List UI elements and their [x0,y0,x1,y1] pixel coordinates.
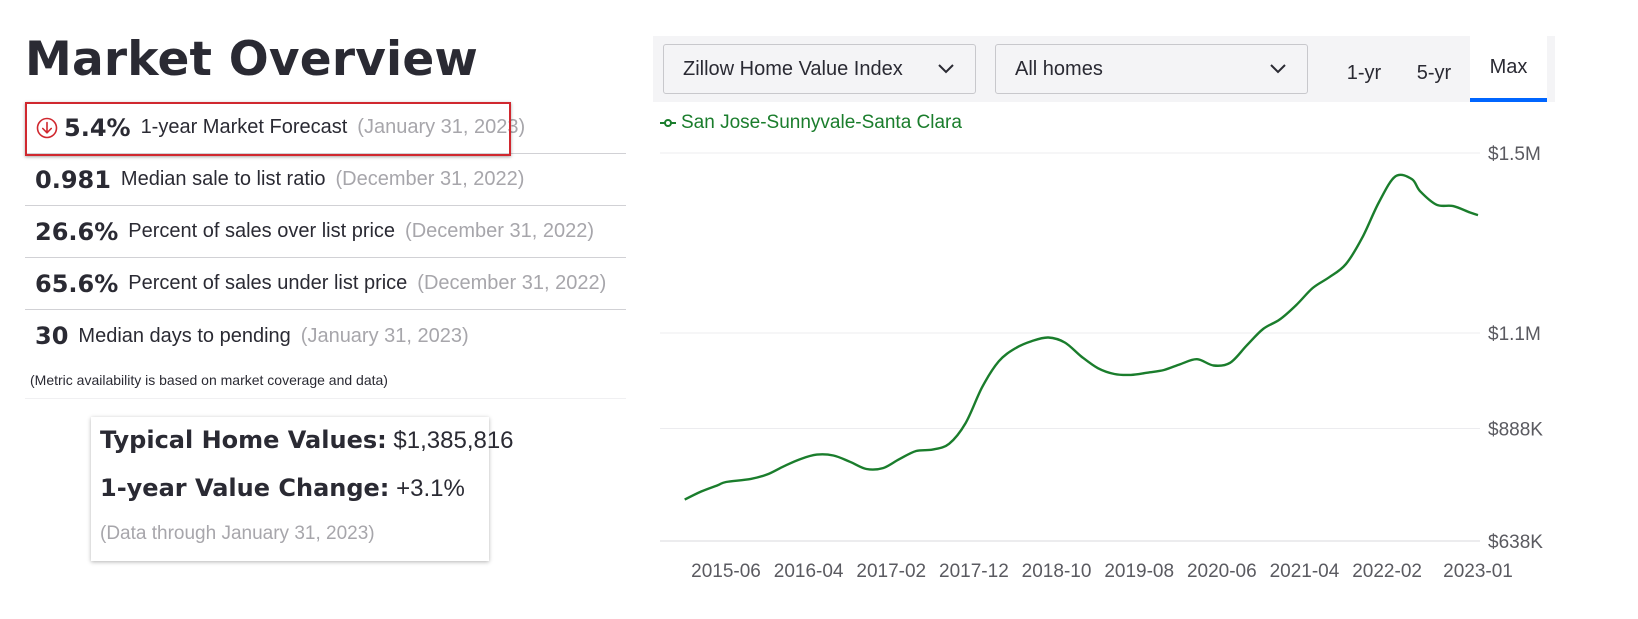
change-value: +3.1% [396,475,465,502]
x-tick-label: 2015-06 [691,561,761,582]
metric-value: 30 [35,322,69,350]
metric-label: Median sale to list ratio [120,168,326,190]
value-change: 1-year Value Change: +3.1% [100,474,465,503]
range-5yr-button[interactable]: 5-yr [1416,61,1452,84]
metric-value: 5.4% [64,113,131,142]
range-1yr-button[interactable]: 1-yr [1346,61,1382,84]
series-line [684,173,1479,501]
metric-label: Percent of sales over list price [128,220,396,242]
chevron-down-icon [1270,64,1286,74]
range-max-button[interactable]: Max [1470,36,1547,102]
typical-label: Typical Home Values: [100,426,387,454]
y-tick-label: $888K [1488,419,1543,440]
chart-controls: Zillow Home Value Index All homes 1-yr 5… [653,36,1555,102]
x-tick-label: 2020-06 [1187,561,1257,582]
home-value-card: Typical Home Values: $1,385,816 1-year V… [91,417,514,561]
metrics-note: (Metric availability is based on market … [30,372,388,388]
x-tick-label: 2018-10 [1022,561,1092,582]
data-through: (Data through January 31, 2023) [100,523,375,544]
index-select[interactable]: Zillow Home Value Index [663,44,976,94]
change-label: 1-year Value Change: [100,474,390,502]
x-tick-label: 2022-02 [1352,561,1422,582]
metric-date: (January 31, 2023) [357,116,526,138]
x-tick-label: 2016-04 [774,561,844,582]
x-tick-label: 2019-08 [1104,561,1174,582]
chart-legend: San Jose-Sunnyvale-Santa Clara [660,112,962,134]
metric-label: Percent of sales under list price [128,272,408,294]
y-tick-label: $638K [1488,532,1543,553]
home-type-select-value: All homes [1015,57,1103,80]
home-type-select[interactable]: All homes [995,44,1308,94]
metric-date: (December 31, 2022) [417,272,607,294]
x-tick-label: 2023-01 [1443,561,1513,582]
metric-days-to-pending: 30 Median days to pending (January 31, 2… [25,310,626,362]
metric-date: (January 31, 2023) [300,324,469,347]
down-circle-icon [36,117,58,138]
metric-under-list: 65.6% Percent of sales under list price … [25,258,626,310]
metric-date: (December 31, 2022) [405,220,595,242]
metric-label: Median days to pending [78,324,291,347]
metric-value: 65.6% [35,269,119,298]
typical-home-values: Typical Home Values: $1,385,816 [100,426,514,455]
metric-date: (December 31, 2022) [335,168,525,190]
legend-series-label: San Jose-Sunnyvale-Santa Clara [681,112,962,133]
chevron-down-icon [938,64,954,74]
y-tick-label: $1.1M [1488,324,1541,345]
legend-marker-icon [660,119,676,127]
index-select-value: Zillow Home Value Index [683,57,903,80]
page-title: Market Overview [25,32,479,87]
y-tick-label: $1.5M [1488,144,1541,165]
metric-over-list: 26.6% Percent of sales over list price (… [25,206,626,258]
x-tick-label: 2017-02 [856,561,926,582]
metric-value: 26.6% [35,217,119,246]
x-tick-label: 2021-04 [1270,561,1340,582]
metric-label: 1-year Market Forecast [140,116,348,138]
metric-value: 0.981 [35,165,111,194]
typical-value: $1,385,816 [393,427,514,454]
divider [25,398,626,399]
metric-sale-to-list: 0.981 Median sale to list ratio (Decembe… [25,154,626,206]
x-tick-label: 2017-12 [939,561,1009,582]
